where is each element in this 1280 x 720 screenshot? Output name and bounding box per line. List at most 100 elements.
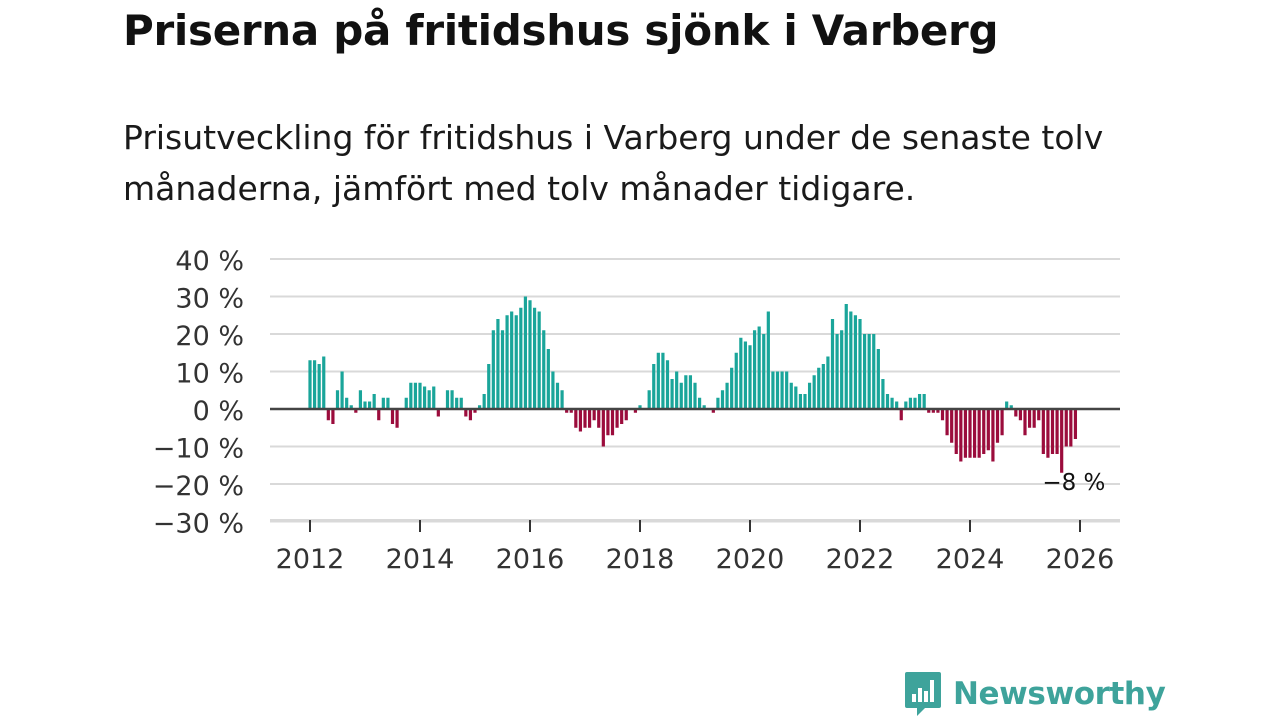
bar — [968, 409, 972, 458]
bar — [367, 401, 372, 409]
bar — [1050, 409, 1055, 454]
newsworthy-logo: Newsworthy — [903, 670, 1166, 718]
chart-title: Priserna på fritidshus sjönk i Varberg — [123, 6, 999, 55]
bar — [459, 397, 463, 409]
bar — [436, 409, 440, 417]
bar — [895, 401, 899, 409]
bar — [427, 390, 431, 409]
bar — [931, 409, 935, 413]
bar — [665, 360, 670, 409]
bar — [331, 409, 335, 424]
bar — [647, 390, 651, 409]
bar — [1005, 401, 1009, 409]
bar — [377, 409, 381, 421]
bar — [322, 356, 326, 409]
bar — [624, 409, 628, 421]
bar — [1009, 405, 1013, 409]
bar — [853, 315, 858, 409]
y-tick-label: −30 % — [153, 509, 244, 540]
bar — [496, 319, 500, 409]
y-tick-label: 30 % — [175, 284, 244, 315]
bar — [555, 382, 560, 409]
bar — [927, 409, 931, 413]
bar — [445, 390, 450, 409]
annotation-layer: −8 % — [1042, 470, 1105, 496]
bar — [807, 382, 812, 409]
bar — [716, 397, 720, 409]
bar — [455, 397, 459, 409]
bar — [487, 364, 491, 409]
bar — [661, 352, 665, 409]
bar — [482, 394, 486, 409]
bar — [908, 397, 913, 409]
bar — [587, 409, 592, 428]
bar — [748, 345, 752, 409]
bar — [638, 405, 642, 409]
y-tick-label: 10 % — [175, 359, 244, 390]
bar — [995, 409, 1000, 443]
bar — [835, 334, 839, 409]
bar — [684, 375, 688, 409]
bar — [546, 349, 550, 409]
bar — [390, 409, 395, 424]
bar — [830, 319, 835, 409]
bar — [404, 397, 408, 409]
bar — [743, 341, 748, 409]
bar — [922, 394, 926, 409]
bar — [844, 304, 848, 409]
annotation-label: −8 % — [1042, 470, 1105, 496]
bar — [615, 409, 619, 428]
bar — [656, 352, 660, 409]
bar — [354, 409, 358, 413]
bar — [798, 394, 803, 409]
bars — [308, 296, 1078, 473]
brand-name: Newsworthy — [953, 676, 1166, 712]
y-tick-label: 20 % — [175, 321, 244, 352]
bar — [583, 409, 587, 428]
bar — [821, 364, 825, 409]
bar — [940, 409, 945, 421]
bar — [519, 307, 523, 409]
bar — [670, 379, 674, 409]
bar — [881, 379, 885, 409]
bar — [340, 371, 344, 409]
x-tick-label: 2016 — [496, 544, 565, 575]
x-tick-label: 2012 — [276, 544, 345, 575]
bar — [936, 409, 940, 413]
bar — [785, 371, 789, 409]
bar — [991, 409, 995, 462]
bar — [885, 394, 890, 409]
x-tick-label: 2014 — [386, 544, 455, 575]
bar — [803, 394, 807, 409]
bar — [606, 409, 610, 436]
bar — [725, 382, 729, 409]
bar — [528, 300, 532, 409]
x-tick-label: 2026 — [1046, 544, 1115, 575]
bar — [620, 409, 624, 424]
bar — [578, 409, 583, 432]
x-tick-label: 2024 — [936, 544, 1005, 575]
bar — [972, 409, 977, 458]
bar — [1046, 409, 1050, 458]
bar — [358, 390, 363, 409]
bar — [422, 386, 427, 409]
bar — [945, 409, 949, 436]
bar — [1037, 409, 1041, 421]
bar — [876, 349, 880, 409]
y-tick-label: 0 % — [193, 396, 244, 427]
bar — [450, 390, 454, 409]
chart-subtitle: Prisutveckling för fritidshus i Varberg … — [123, 118, 1104, 208]
bar — [954, 409, 958, 454]
bar — [491, 330, 495, 409]
bar — [917, 394, 922, 409]
bar — [381, 397, 385, 409]
bar — [468, 409, 473, 421]
bar — [771, 371, 775, 409]
bar — [1073, 409, 1078, 439]
bar — [1041, 409, 1045, 454]
y-axis-tick-labels: 40 % 30 % 20 % 10 % 0 % −10 % −20 % −30 % — [153, 246, 244, 540]
bar — [386, 397, 390, 409]
bar — [477, 405, 482, 409]
bar — [409, 382, 413, 409]
bar — [762, 334, 766, 409]
